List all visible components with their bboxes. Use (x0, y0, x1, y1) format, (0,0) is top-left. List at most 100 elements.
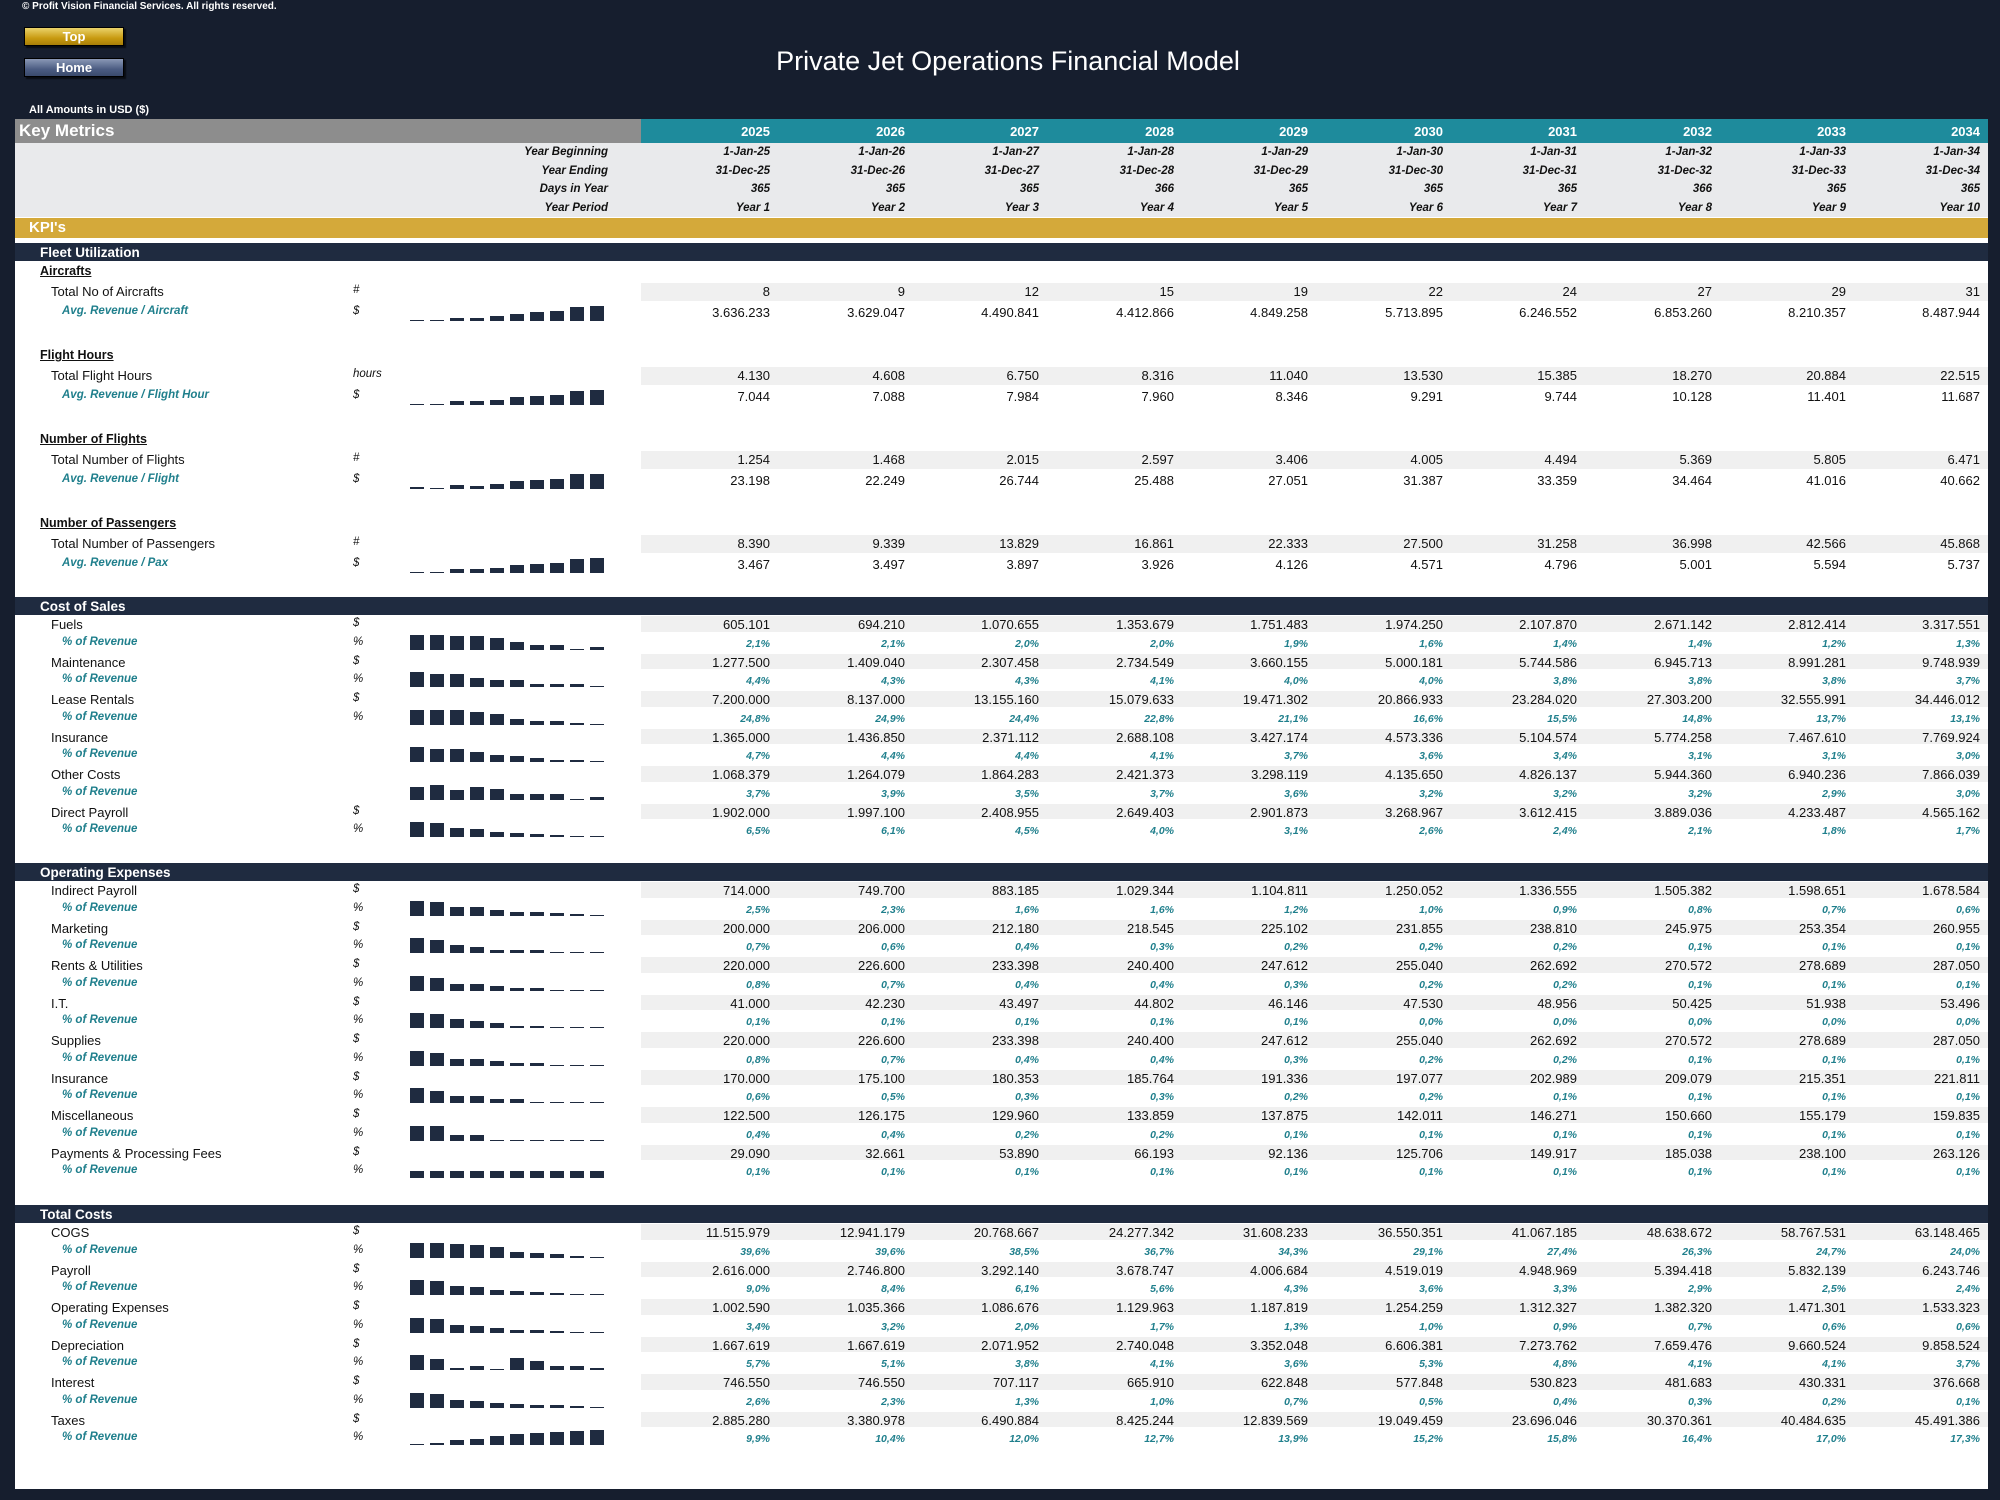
value-cell: 1.250.052 (1385, 883, 1443, 898)
year-2028: 2028 (1145, 124, 1174, 139)
value-cell: 0,7% (881, 978, 905, 991)
sparkline-bar (490, 1023, 504, 1028)
value-cell: 13.829 (999, 536, 1039, 551)
value-cell: 3,1% (1284, 825, 1308, 838)
value-cell: 27.051 (1268, 473, 1308, 488)
sparkline-bar (510, 833, 524, 837)
sparkline-bar (470, 317, 484, 321)
sparkline-bar (490, 637, 504, 650)
value-cell: 21,1% (1278, 712, 1308, 725)
value-cell: 3,4% (746, 1320, 770, 1333)
value-cell: 0,1% (1956, 1091, 1980, 1104)
value-cell: 2.671.142 (1654, 617, 1712, 632)
year-2032: 2032 (1683, 124, 1712, 139)
value-cell: 3,6% (1284, 787, 1308, 800)
row-unit: $ (353, 920, 360, 933)
value-cell: 883.185 (992, 883, 1039, 898)
value-cell: 6,5% (746, 825, 770, 838)
date-cell: 1-Jan-31 (1530, 146, 1577, 158)
sparkline-bar (450, 401, 464, 405)
value-cell: 11.515.979 (705, 1225, 770, 1240)
value-cell: 19.471.302 (1242, 692, 1308, 707)
value-cell: 32.555.991 (1780, 692, 1846, 707)
sparkline-bar (510, 1357, 524, 1370)
sparkline-bar (530, 1330, 544, 1333)
value-cell: 749.700 (858, 883, 905, 898)
value-cell: 27.500 (1403, 536, 1443, 551)
home-button[interactable]: Home (24, 58, 124, 77)
value-cell: 0,1% (1688, 1166, 1712, 1179)
sparkline-bar (590, 1102, 604, 1103)
sparkline-bar (530, 312, 544, 321)
value-cell: 278.689 (1799, 958, 1846, 973)
value-cell: 0,2% (1419, 978, 1443, 991)
value-cell: 2.746.800 (847, 1262, 905, 1278)
value-cell: 0,1% (1553, 1128, 1577, 1141)
value-cell: 4.948.969 (1519, 1262, 1577, 1278)
top-button[interactable]: Top (24, 27, 124, 46)
sparkline-bar (470, 983, 484, 991)
sparkline-bar (470, 401, 484, 405)
value-cell: 9.660.524 (1788, 1337, 1846, 1353)
value-cell: 19 (1293, 284, 1308, 299)
sparkline-bar (410, 572, 424, 573)
value-cell: 20.768.667 (973, 1225, 1039, 1240)
sparkline-bar (410, 1317, 424, 1333)
sparkline-chart (410, 558, 610, 573)
value-cell: 2,1% (881, 637, 905, 650)
value-cell: 1,3% (1015, 1395, 1039, 1408)
value-cell: 15,8% (1547, 1433, 1577, 1446)
year-2025: 2025 (741, 124, 770, 139)
value-cell: 3,2% (881, 1320, 905, 1333)
row-value-bg (641, 1107, 1988, 1123)
value-cell: 4.608 (872, 368, 905, 383)
value-cell: 6.490.884 (981, 1412, 1039, 1428)
sparkline-bar (490, 755, 504, 762)
date-cell: 31-Dec-26 (850, 164, 905, 177)
value-cell: 3.406 (1275, 452, 1308, 467)
value-cell: 2.649.403 (1116, 804, 1174, 820)
sparkline-bar (470, 485, 484, 489)
value-cell: 1.997.100 (847, 804, 905, 820)
date-cell: 31-Dec-28 (1119, 164, 1174, 177)
date-cell: Year 5 (1273, 201, 1308, 214)
value-cell: 0,2% (1822, 1395, 1846, 1408)
sparkline-chart (410, 390, 610, 405)
value-cell: 1.533.323 (1922, 1300, 1980, 1315)
sparkline-bar (470, 947, 484, 953)
section-operating-expenses: Operating Expenses (15, 863, 1988, 881)
value-cell: 13.155.160 (973, 692, 1039, 707)
value-cell: 202.989 (1530, 1070, 1577, 1086)
sparkline-bar (590, 914, 604, 916)
sparkline-bar (430, 977, 444, 991)
row-unit: $ (353, 995, 360, 1008)
date-cell: 31-Dec-27 (984, 164, 1039, 177)
row-unit: % (353, 1014, 364, 1027)
row-sub-label: % of Revenue (62, 939, 138, 952)
value-cell: 11.401 (1807, 389, 1846, 404)
value-cell: 5,1% (881, 1358, 905, 1371)
row-unit: $ (353, 1375, 360, 1387)
row-value-bg (641, 957, 1988, 973)
sparkline-chart (410, 1013, 610, 1028)
value-cell: 212.180 (992, 920, 1039, 936)
row-unit: $ (353, 557, 360, 569)
value-cell: 3,7% (1956, 1358, 1980, 1371)
row-unit: $ (353, 617, 360, 629)
value-cell: 2,1% (746, 637, 770, 650)
row-sub-label: % of Revenue (62, 1089, 138, 1102)
sparkline-bar (490, 1170, 504, 1178)
sparkline-bar (430, 784, 444, 800)
value-cell: 13,1% (1950, 712, 1980, 725)
value-cell: 0,1% (746, 1016, 770, 1029)
value-cell: 3.467 (737, 557, 770, 572)
value-cell: 2,9% (1822, 787, 1846, 800)
value-cell: 12 (1024, 284, 1039, 299)
sparkline-bar (530, 1102, 544, 1103)
value-cell: 2,5% (1822, 1283, 1846, 1296)
value-cell: 260.955 (1933, 920, 1980, 936)
value-cell: 29.090 (730, 1145, 770, 1161)
value-cell: 29 (1831, 284, 1846, 299)
row-unit: % (353, 1126, 364, 1139)
value-cell: 0,1% (1822, 1053, 1846, 1066)
